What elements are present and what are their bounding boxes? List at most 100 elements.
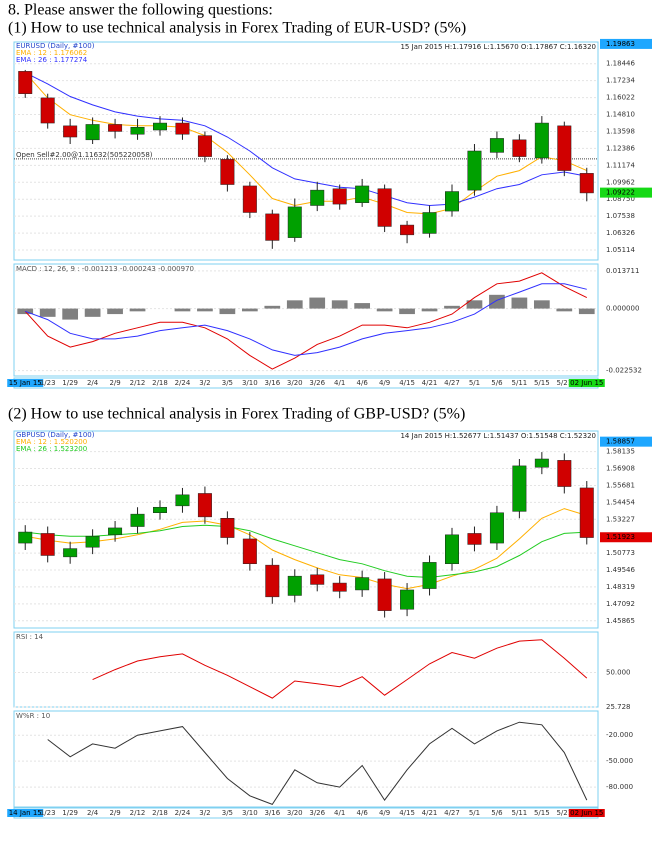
date-highlight xyxy=(7,379,44,387)
candle-body xyxy=(377,188,392,227)
candle-body xyxy=(242,185,257,213)
y-tick-label: 1.13598 xyxy=(606,127,635,135)
y-tick-label: 0.013711 xyxy=(606,267,639,275)
candle-body xyxy=(153,122,167,131)
x-tick-label: 15 Jan 15 xyxy=(9,379,42,387)
x-tick-label: 2/18 xyxy=(152,809,168,817)
indicator-line xyxy=(25,283,587,356)
x-tick-label: 3/10 xyxy=(242,809,258,817)
panel-frame xyxy=(13,263,599,377)
y-tick-label: 1.54454 xyxy=(606,498,635,506)
price-marker xyxy=(600,532,652,543)
histogram-bar xyxy=(533,300,550,309)
x-tick-label: 3/26 xyxy=(309,809,325,817)
candle-body xyxy=(220,159,235,185)
y-tick-label: 1.08750 xyxy=(606,195,635,203)
y-tick-label: 1.56908 xyxy=(606,465,635,473)
price-marker-label: 1.19863 xyxy=(606,40,635,48)
y-tick-label: 1.11174 xyxy=(606,161,635,169)
histogram-bar xyxy=(197,308,213,312)
x-tick-label: 3/20 xyxy=(287,379,303,387)
x-tick-label: 4/6 xyxy=(357,379,369,387)
date-highlight xyxy=(568,379,605,387)
candle-body xyxy=(18,531,33,544)
date-axis xyxy=(13,807,599,819)
candle-body xyxy=(63,548,78,558)
y-tick-label: 1.05114 xyxy=(606,246,635,254)
x-tick-label: 3/20 xyxy=(287,809,303,817)
y-tick-label: -0.022532 xyxy=(606,367,642,375)
x-tick-label: 4/9 xyxy=(379,379,390,387)
candle-body xyxy=(197,135,212,157)
y-tick-label: -20.000 xyxy=(606,731,633,739)
x-tick-label: 1/23 xyxy=(40,379,56,387)
candle-body xyxy=(175,122,190,135)
prompt: (2) How to use technical analysis in For… xyxy=(8,406,465,423)
candle-body xyxy=(422,212,437,234)
y-tick-label: 25.728 xyxy=(606,703,631,711)
indicator-line xyxy=(92,639,588,699)
date-highlight xyxy=(7,809,44,817)
x-tick-label: 14 Jan 15 xyxy=(9,809,42,817)
candle-body xyxy=(287,575,302,596)
x-tick-label: 4/21 xyxy=(422,809,438,817)
y-tick-label: 1.17234 xyxy=(606,77,635,85)
candle-body xyxy=(355,185,370,203)
candle-body xyxy=(489,138,504,153)
x-tick-label: 2/24 xyxy=(175,809,191,817)
y-tick-label: 50.000 xyxy=(606,668,631,676)
x-tick-label: 5/15 xyxy=(534,379,550,387)
y-tick-label: 1.53227 xyxy=(606,515,635,523)
candle-body xyxy=(310,189,325,206)
chart-title: GBPUSD (Daily, #100) xyxy=(16,431,95,439)
candle-body xyxy=(265,564,280,598)
x-tick-label: 4/1 xyxy=(334,379,345,387)
histogram-bar xyxy=(444,305,460,309)
candle-body xyxy=(400,589,415,610)
candle-body xyxy=(310,574,325,585)
indicator-line xyxy=(47,721,588,806)
x-tick-label: 5/1 xyxy=(469,379,480,387)
x-tick-label: 4/27 xyxy=(444,809,460,817)
x-tick-label: 2/12 xyxy=(130,809,146,817)
candle-body xyxy=(220,518,235,538)
x-tick-label: 1/29 xyxy=(62,379,78,387)
candle-body xyxy=(422,562,437,589)
candle-body xyxy=(377,578,392,611)
candle-body xyxy=(534,458,549,468)
legend-entry: EMA : 12 : 1.176062 xyxy=(16,49,87,57)
candle-body xyxy=(489,512,504,544)
y-tick-label: 1.49546 xyxy=(606,566,635,574)
histogram-bar xyxy=(107,308,123,315)
x-tick-label: 5/6 xyxy=(491,379,503,387)
order-label: Open Sell#2.00@1.11632(505220058) xyxy=(16,151,153,159)
candle-body xyxy=(130,126,145,135)
x-tick-label: 5/1 xyxy=(469,809,480,817)
x-tick-label: 4/9 xyxy=(379,809,390,817)
y-tick-label: 1.07538 xyxy=(606,212,635,220)
candle-body xyxy=(467,150,482,191)
y-tick-label: 1.47092 xyxy=(606,600,635,608)
price-marker-label: 1.51923 xyxy=(606,533,635,541)
histogram-bar xyxy=(129,308,146,312)
histogram-bar xyxy=(376,308,393,312)
candle-body xyxy=(332,582,347,592)
x-tick-label: 5/11 xyxy=(512,809,528,817)
x-tick-label: 02 Jun 15 xyxy=(570,809,603,817)
legend-entry: EMA : 26 : 1.177274 xyxy=(16,56,88,64)
y-tick-label: 1.48319 xyxy=(606,583,635,591)
x-tick-label: 5/21 xyxy=(556,809,572,817)
y-tick-label: 0.000000 xyxy=(606,305,639,313)
x-tick-label: 3/2 xyxy=(199,809,210,817)
indicator-label: RSI : 14 xyxy=(16,633,44,641)
candle-body xyxy=(512,139,527,157)
date-highlight xyxy=(568,809,605,817)
histogram-bar xyxy=(219,308,236,315)
candle-body xyxy=(197,493,212,518)
candle-body xyxy=(108,124,123,132)
chart-header: 15 Jan 2015 H:1.17916 L:1.15670 O:1.1786… xyxy=(400,43,596,51)
ema-line xyxy=(24,72,587,207)
x-tick-label: 5/21 xyxy=(556,379,572,387)
histogram-bar xyxy=(511,297,528,309)
y-tick-label: -80.000 xyxy=(606,783,633,791)
